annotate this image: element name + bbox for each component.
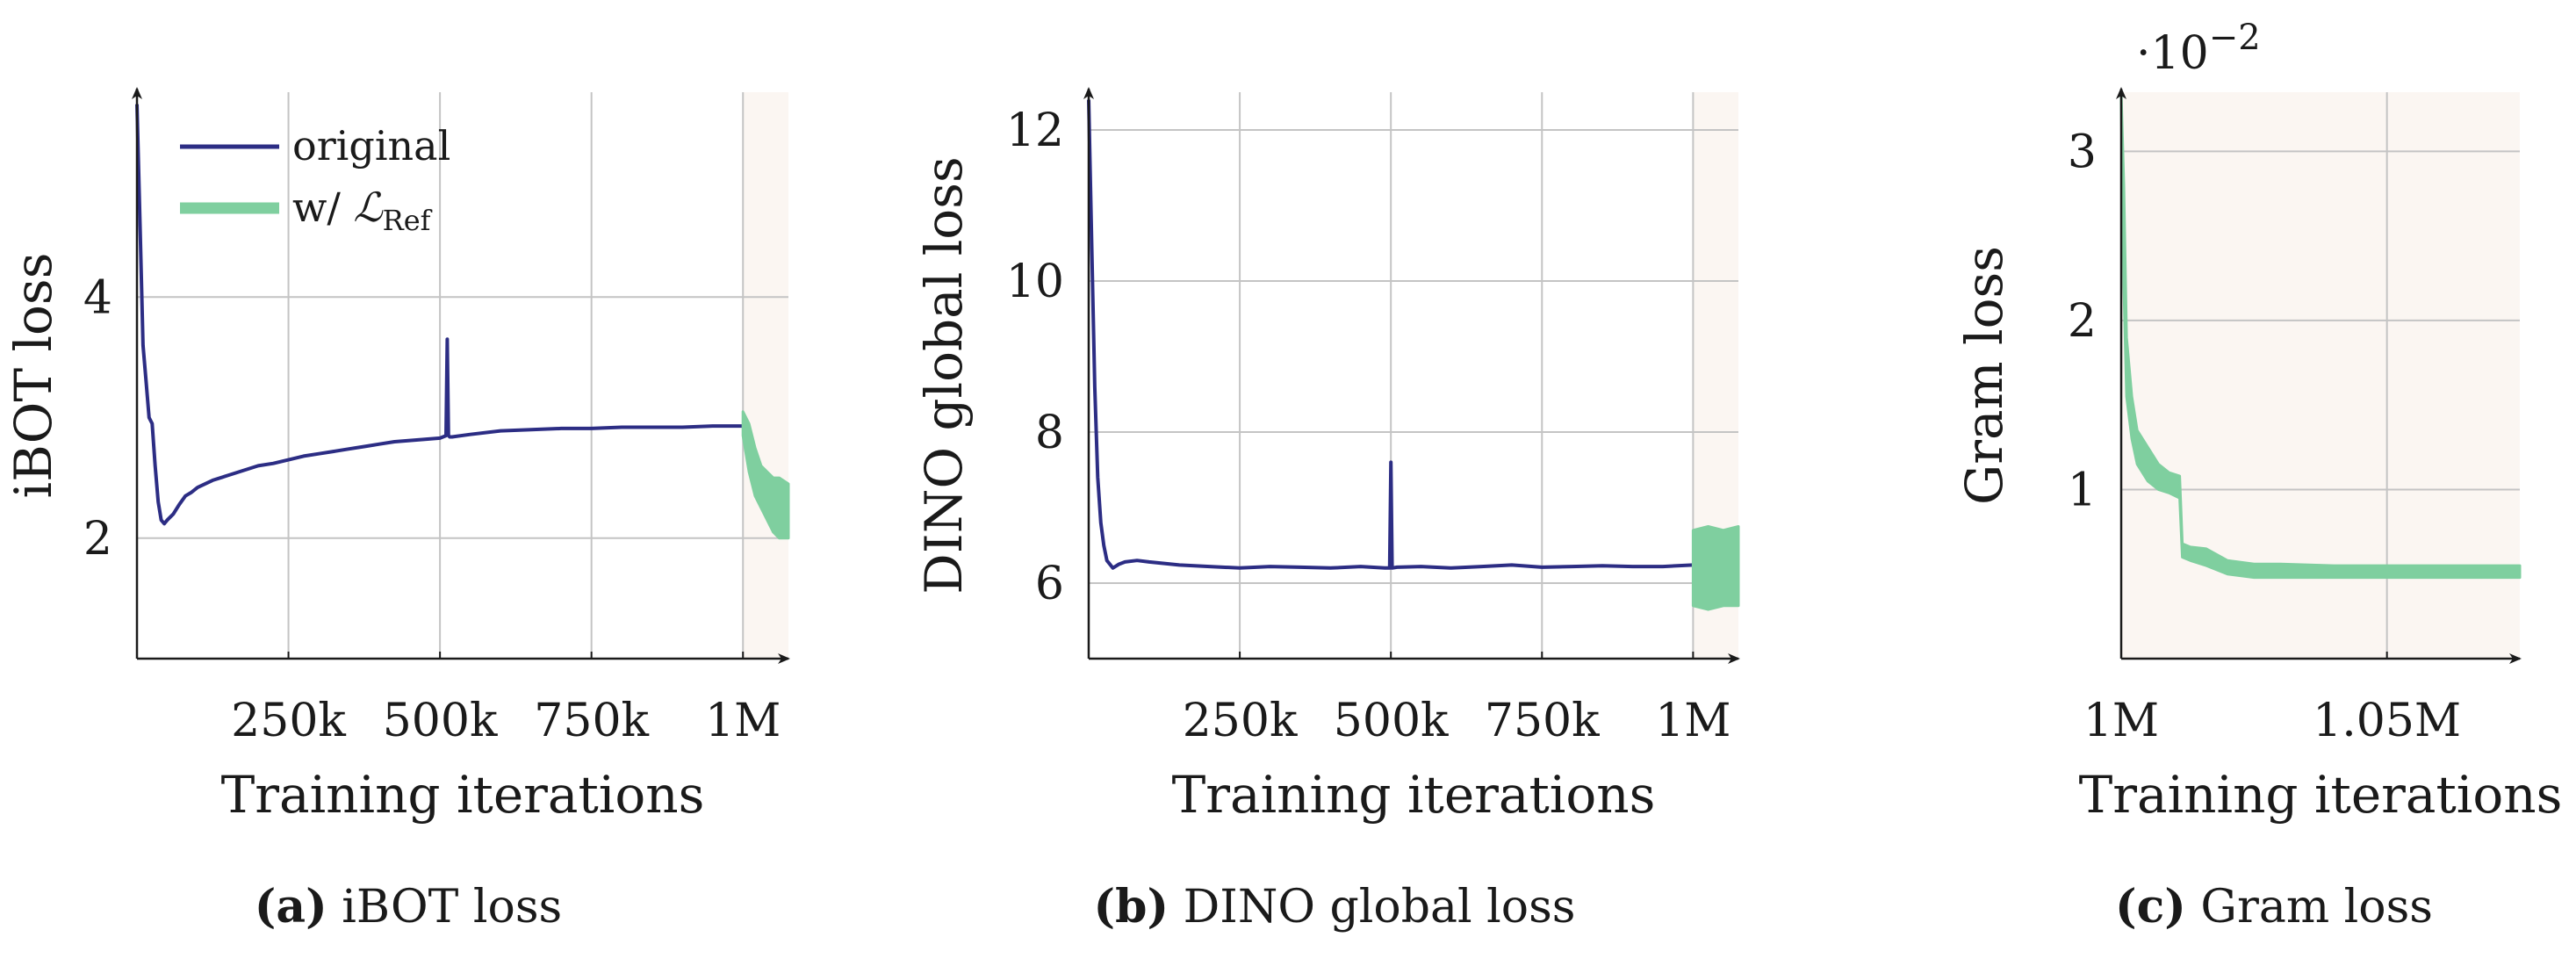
- series-line-original: [1087, 99, 1694, 570]
- legend-label-ref: w/ ℒRef: [292, 184, 433, 237]
- subfigure-caption: (c) Gram loss: [2115, 880, 2433, 934]
- series-band-ref: [2119, 90, 2522, 580]
- x-axis-arrow: [778, 653, 790, 664]
- y-axis-label: DINO global loss: [914, 156, 974, 594]
- y-tick-label: 12: [1006, 105, 1064, 157]
- y-axis-label: Gram loss: [1954, 246, 2014, 505]
- x-tick-label: 1M: [705, 695, 781, 747]
- chart-panel-1: 250k 500k 750k 1M 2 4 Training iterations iBOT …: [4, 87, 790, 934]
- x-tick-label: 750k: [1485, 695, 1600, 747]
- subfigure-caption: (b) DINO global loss: [1094, 880, 1576, 934]
- x-tick-label: 1M: [2083, 695, 2159, 747]
- x-axis-label: Training iterations: [1172, 765, 1656, 825]
- x-tick-label: 500k: [383, 695, 498, 747]
- x-tick-label: 250k: [1183, 695, 1298, 747]
- y-axis-arrow: [2116, 87, 2126, 99]
- x-axis-label: Training iterations: [2079, 765, 2563, 825]
- y-tick-label: 1: [2068, 464, 2097, 516]
- series-band-ref: [1691, 525, 1740, 611]
- y-tick-label: 2: [83, 513, 112, 566]
- legend-label-original: original: [292, 122, 450, 169]
- x-tick-label: 250k: [231, 695, 346, 747]
- x-tick-label: 500k: [1334, 695, 1449, 747]
- series-line-original: [135, 104, 744, 526]
- x-tick-label: 1M: [1655, 695, 1731, 747]
- x-axis-label: Training iterations: [221, 765, 705, 825]
- y-axis-arrow: [1083, 87, 1094, 99]
- chart-panel-2: 250k 500k 750k 1M 6 8 10 12 Training iterations D…: [914, 87, 1740, 934]
- x-axis-arrow: [1728, 653, 1740, 664]
- y-tick-label: 3: [2068, 126, 2097, 178]
- y-axis-label: iBOT loss: [4, 253, 63, 499]
- shaded-region: [743, 92, 788, 659]
- y-axis-arrow: [132, 87, 142, 99]
- y-tick-label: 10: [1006, 256, 1064, 308]
- chart-panel-3: 1M 1.05M 1 2 3 Training iterations Gram loss ·1…: [1954, 18, 2562, 934]
- x-axis-arrow: [2509, 653, 2522, 664]
- scale-exponent-label: ·10−2: [2136, 18, 2261, 80]
- y-tick-label: 2: [2068, 295, 2097, 348]
- subfigure-caption: (a) iBOT loss: [255, 880, 562, 934]
- series-band-ref: [741, 410, 790, 540]
- x-tick-label: 1.05M: [2313, 695, 2461, 747]
- y-tick-label: 4: [83, 271, 112, 324]
- y-tick-label: 6: [1035, 558, 1064, 610]
- legend: original w/ ℒRef: [180, 122, 450, 237]
- x-tick-label: 750k: [534, 695, 649, 747]
- y-tick-label: 8: [1035, 407, 1064, 459]
